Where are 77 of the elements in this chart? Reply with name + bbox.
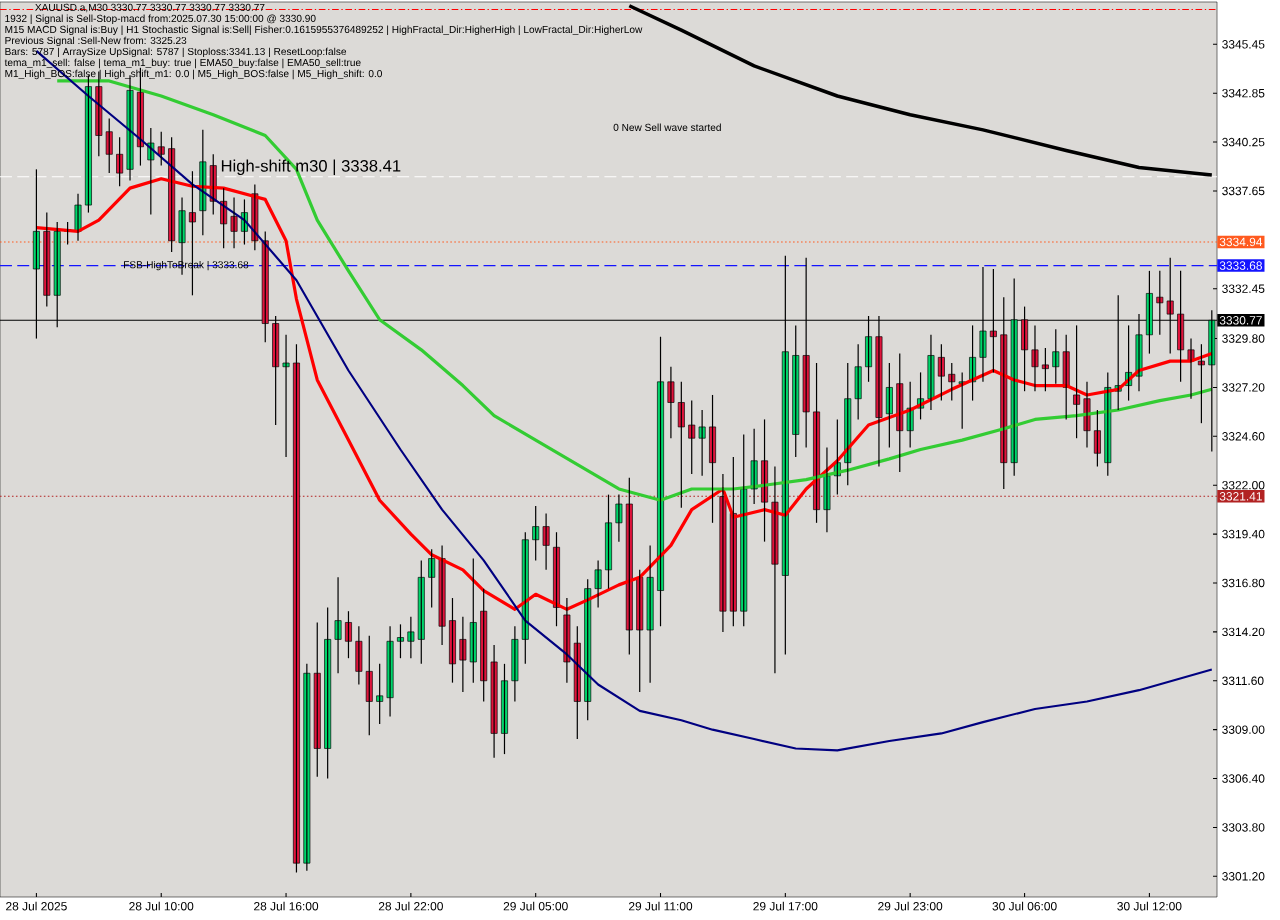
y-tick-label: 3332.45 [1222,284,1265,293]
candlestick [1197,343,1205,424]
x-tick-label: 28 Jul 16:00 [254,901,319,911]
y-tick-label: 3324.60 [1222,432,1265,441]
candlestick [147,127,155,216]
candlestick [1104,371,1112,477]
y-tick-label: 3327.20 [1222,383,1265,392]
candlestick [667,366,675,439]
y-tick-label: 3306.40 [1222,774,1265,783]
candlestick [43,211,51,308]
y-tick-label: 3316.80 [1222,578,1265,588]
candlestick [698,409,706,477]
y-tick-label: 3329.80 [1222,334,1265,343]
candlestick [1093,409,1101,468]
x-tick-label: 28 Jul 2025 [6,901,67,911]
annotation: 1932 | Signal is Sell-Stop-macd from:2025.07.30 15:00:00 @ 3330.90 [5,14,316,25]
candlestick [95,70,103,157]
ref-line-label: 3321.41 [1219,492,1262,501]
candlestick [1041,347,1049,392]
candlestick [199,129,207,236]
x-tick-label: 28 Jul 22:00 [378,901,443,911]
candlestick [282,334,290,458]
annotation: Previous Signal :Sell-New from: 3325.23 [5,36,187,47]
candlestick [157,131,165,167]
x-tick-label: 29 Jul 17:00 [753,901,818,911]
x-tick-label: 29 Jul 05:00 [503,901,568,911]
candlestick [948,362,956,402]
candlestick [740,433,748,627]
candlestick [542,512,550,571]
candlestick [594,559,602,609]
candlestick [365,635,373,736]
candlestick [428,548,436,609]
ref-line-label: 3334.94 [1219,237,1263,247]
candlestick [844,362,852,486]
candlestick [345,610,352,659]
annotation: High-shift m30 | 3338.41 [221,159,401,176]
candlestick [313,621,321,778]
x-tick-label: 30 Jul 12:00 [1117,901,1182,911]
candlestick [896,353,904,473]
annotation: 0 New Sell wave started [613,123,721,131]
candlestick [105,117,113,174]
candlestick [677,381,685,509]
ref-line-label: 3330.77 [1219,316,1262,325]
y-tick-label: 3311.60 [1222,676,1264,686]
y-tick-label: 3309.00 [1222,725,1265,734]
candlestick [854,343,862,421]
y-tick-label: 3314.20 [1222,627,1265,637]
line-series [34,177,1214,611]
candlestick [1062,334,1070,421]
candlestick [116,136,124,187]
candlestick [906,381,914,449]
y-tick-label: 3342.85 [1222,88,1265,98]
candlestick [1052,328,1060,385]
annotation: M15 MACD Signal is:Buy | H1 Stochastic Signal is:Sell| Fisher:0.1615955376489252 | HighFractal_Dir:HigherHigh | LowFractal_Dir:HigherLow [5,25,643,36]
candlestick [376,663,384,725]
x-tick-label: 28 Jul 10:00 [129,901,194,911]
x-tick-label: 29 Jul 11:00 [628,901,693,911]
y-tick-label: 3301.20 [1222,872,1265,881]
candlestick [792,324,800,458]
candlestick [688,400,696,475]
candlestick [937,343,945,402]
candlestick [407,616,415,659]
x-tick-label: 30 Jul 06:00 [992,901,1057,911]
candlestick [615,494,623,543]
candlestick [1073,324,1081,439]
candlestick [397,623,404,659]
candlestick [334,576,342,674]
chart-title: XAUUSD.a,M30 3330.77 3330.77 3330.77 3330.77 [35,3,265,13]
y-tick-label: 3345.45 [1222,40,1265,49]
ref-line-label: 3333.68 [1219,261,1262,270]
candlestick [459,616,467,693]
y-tick-label: 3337.65 [1222,186,1265,196]
x-tick-label: 29 Jul 23:00 [878,901,943,911]
y-tick-label: 3340.25 [1222,137,1265,147]
y-tick-label: 3319.40 [1222,529,1265,539]
y-tick-label: 3322.00 [1222,480,1265,490]
y-tick-label: 3303.80 [1222,823,1265,832]
